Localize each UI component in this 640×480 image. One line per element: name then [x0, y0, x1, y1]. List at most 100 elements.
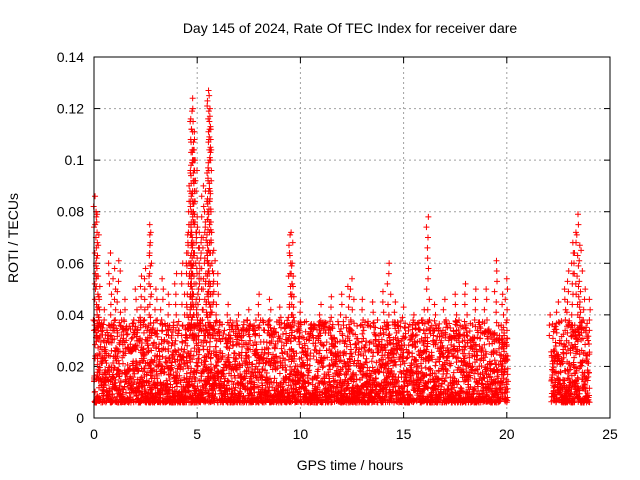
roti-cloud-point	[481, 341, 488, 348]
roti-cloud-point	[107, 333, 114, 340]
roti-cloud-point	[550, 364, 557, 371]
roti-point	[189, 95, 196, 102]
roti-cloud-point	[561, 377, 568, 384]
roti-cloud-point	[462, 352, 469, 359]
roti-point	[199, 244, 206, 251]
roti-cloud-point	[207, 355, 214, 362]
roti-cloud-point	[375, 369, 382, 376]
roti-cloud-point	[246, 333, 253, 340]
roti-cloud-point	[304, 351, 311, 358]
roti-point	[187, 306, 194, 313]
roti-cloud-point	[284, 317, 291, 324]
roti-cloud-point	[432, 362, 439, 369]
roti-point	[94, 291, 101, 298]
roti-cloud-point	[310, 353, 317, 360]
roti-cloud-point	[212, 343, 219, 350]
roti-cloud-point	[119, 360, 126, 367]
roti-cloud-point	[290, 355, 297, 362]
roti-point	[111, 327, 118, 334]
roti-cloud-point	[553, 326, 560, 333]
roti-point	[226, 332, 233, 339]
roti-point	[95, 273, 102, 280]
roti-cloud-point	[196, 346, 203, 353]
roti-cloud-point	[331, 360, 338, 367]
roti-cloud-point	[481, 320, 488, 327]
roti-point	[205, 164, 212, 171]
roti-point	[111, 296, 118, 303]
roti-cloud-point	[397, 345, 404, 352]
roti-cloud-point	[94, 361, 101, 368]
roti-cloud-point	[360, 324, 367, 331]
roti-point	[95, 317, 102, 324]
roti-cloud-point	[390, 362, 397, 369]
roti-point	[115, 278, 122, 285]
roti-point	[146, 311, 153, 318]
roti-cloud-point	[424, 340, 431, 347]
roti-cloud-point	[560, 376, 567, 383]
roti-cloud-point	[138, 340, 145, 347]
roti-cloud-point	[325, 371, 332, 378]
roti-point	[191, 273, 198, 280]
roti-cloud-point	[123, 331, 130, 338]
roti-cloud-point	[307, 355, 314, 362]
roti-point	[211, 329, 218, 336]
roti-cloud-point	[565, 375, 572, 382]
roti-cloud-point	[239, 362, 246, 369]
roti-point	[137, 314, 144, 321]
roti-cloud-point	[287, 323, 294, 330]
roti-cloud-point	[372, 324, 379, 331]
roti-point	[203, 231, 210, 238]
roti-cloud-point	[585, 360, 592, 367]
roti-point	[247, 337, 254, 344]
roti-cloud-point	[116, 348, 123, 355]
roti-cloud-point	[162, 346, 169, 353]
roti-cloud-point	[328, 356, 335, 363]
roti-point	[141, 306, 148, 313]
roti-cloud-point	[140, 378, 147, 385]
roti-cloud-point	[300, 359, 307, 366]
roti-point	[209, 249, 216, 256]
roti-cloud-point	[398, 338, 405, 345]
roti-point	[205, 167, 212, 174]
roti-cloud-point	[198, 339, 205, 346]
roti-cloud-point	[478, 362, 485, 369]
roti-cloud-point	[208, 361, 215, 368]
roti-cloud-point	[503, 341, 510, 348]
roti-cloud-point	[560, 331, 567, 338]
roti-cloud-point	[233, 355, 240, 362]
roti-cloud-point	[369, 364, 376, 371]
roti-cloud-point	[460, 369, 467, 376]
roti-cloud-point	[392, 358, 399, 365]
roti-cloud-point	[205, 390, 212, 397]
roti-point	[138, 273, 145, 280]
roti-cloud-point	[168, 364, 175, 371]
roti-cloud-point	[565, 387, 572, 394]
roti-cloud-point	[128, 335, 135, 342]
roti-point	[165, 291, 172, 298]
roti-cloud-point	[397, 317, 404, 324]
roti-point	[192, 157, 199, 164]
roti-point	[95, 231, 102, 238]
roti-cloud-point	[144, 349, 151, 356]
roti-cloud-point	[504, 389, 511, 396]
roti-cloud-point	[444, 324, 451, 331]
roti-cloud-point	[101, 378, 108, 385]
roti-point	[101, 306, 108, 313]
roti-cloud-point	[404, 388, 411, 395]
roti-cloud-point	[501, 390, 508, 397]
roti-cloud-point	[374, 317, 381, 324]
roti-cloud-point	[409, 369, 416, 376]
roti-cloud-point	[205, 351, 212, 358]
roti-point	[196, 270, 203, 277]
roti-point	[195, 322, 202, 329]
roti-cloud-point	[301, 378, 308, 385]
roti-cloud-point	[154, 380, 161, 387]
roti-cloud-point	[399, 347, 406, 354]
roti-cloud-point	[141, 365, 148, 372]
roti-cloud-point	[443, 370, 450, 377]
roti-cloud-point	[347, 326, 354, 333]
roti-cloud-point	[447, 325, 454, 332]
roti-point	[116, 319, 123, 326]
roti-cloud-point	[164, 380, 171, 387]
roti-cloud-point	[219, 335, 226, 342]
